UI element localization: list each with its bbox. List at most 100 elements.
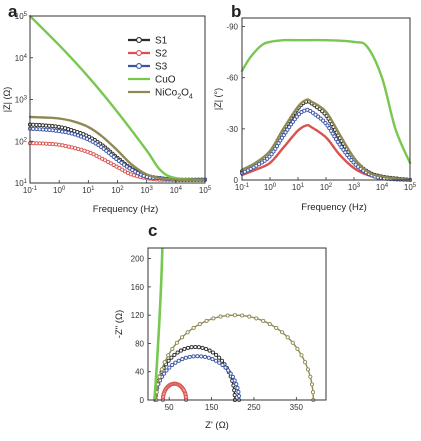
data-point-S3 [195, 354, 200, 359]
data-point-S3 [287, 125, 292, 130]
data-point-NiCo2O4 [303, 360, 308, 365]
data-point-S2 [53, 142, 59, 147]
data-point-S3 [325, 123, 330, 128]
y-tick-label: 120 [131, 311, 145, 320]
data-point-S3 [343, 150, 348, 155]
data-point-S1 [37, 123, 42, 128]
data-point-S3 [318, 116, 323, 121]
data-point-NiCo2O4 [310, 390, 316, 395]
data-point-S3 [101, 146, 106, 151]
data-point-S3 [199, 354, 204, 359]
data-point-NiCo2O4 [185, 330, 190, 335]
data-point-S3 [265, 156, 270, 161]
x-tick-label: 250 [247, 403, 261, 412]
x-tick-label: 50 [165, 403, 174, 412]
data-point-S1 [200, 345, 205, 350]
x-axis-label: Frequency (Hz) [301, 202, 366, 213]
data-point-S3 [164, 368, 169, 373]
data-point-S1 [196, 345, 201, 350]
y-tick-label: 104 [15, 54, 28, 63]
data-point-S3 [191, 354, 196, 359]
y-axis-label: |Z| (°) [213, 88, 223, 110]
legend-label-S3: S3 [155, 62, 168, 73]
data-point-S3 [167, 365, 172, 370]
data-point-S1 [217, 355, 222, 360]
data-point-S3 [288, 122, 294, 127]
data-point-S3 [316, 114, 321, 119]
data-point-S3 [262, 158, 267, 163]
data-point-S3 [60, 129, 65, 134]
data-point-S3 [187, 354, 192, 359]
data-point-S3 [66, 130, 71, 135]
data-point-NiCo2O4 [166, 353, 171, 358]
data-point-S3 [353, 162, 358, 167]
data-point-S1 [172, 352, 177, 357]
legend-item-S3: S3 [128, 62, 168, 73]
y-tick-label: -60 [226, 74, 238, 83]
data-point-S3 [323, 120, 328, 126]
series-line-S1 [28, 123, 207, 181]
data-point-NiCo2O4 [191, 325, 196, 330]
data-point-NiCo2O4 [204, 318, 209, 323]
data-point-NiCo2O4 [267, 322, 272, 327]
data-point-S2 [108, 161, 113, 166]
series-S1 [153, 344, 237, 403]
series-CuO [153, 247, 164, 401]
data-point-S3 [63, 130, 68, 135]
data-point-S2 [40, 141, 46, 146]
data-point-S2 [76, 146, 81, 152]
data-point-S2 [44, 141, 49, 146]
data-point-S3 [228, 371, 233, 376]
data-point-S3 [279, 135, 285, 140]
y-axis-label: -Z" (Ω) [114, 310, 125, 338]
data-point-NiCo2O4 [232, 313, 237, 318]
data-point-S3 [223, 365, 228, 370]
data-point-S1 [43, 123, 49, 128]
data-point-S3 [56, 129, 62, 134]
data-point-S3 [109, 152, 114, 157]
data-point-S3 [176, 358, 181, 363]
x-tick-label: 105 [404, 183, 417, 192]
phase-angle-chart: 10-1 100 101 102 103 104 105 0 -30 -60 -90 Frequenc… [213, 17, 417, 213]
y-tick-label: 102 [15, 137, 28, 146]
data-point-S3 [341, 147, 346, 152]
data-point-S1 [182, 346, 187, 352]
data-point-S3 [351, 160, 356, 165]
data-point-S2 [57, 142, 62, 147]
legend-label-S2: S2 [155, 49, 168, 60]
data-point-S3 [47, 127, 52, 133]
data-point-S3 [44, 127, 49, 132]
data-point-S3 [31, 126, 36, 131]
data-point-S3 [230, 374, 235, 379]
data-point-NiCo2O4 [174, 340, 179, 345]
series-CuO [28, 14, 207, 181]
y-tick-label: 101 [15, 179, 28, 188]
y-tick-label: 80 [135, 339, 144, 348]
data-point-S3 [356, 164, 361, 169]
data-point-S3 [116, 158, 121, 163]
data-point-S3 [290, 119, 295, 124]
data-point-S3 [213, 358, 219, 363]
legend-item-NiCo2O4: NiCo2O4 [128, 88, 193, 101]
data-point-S3 [106, 150, 111, 155]
data-point-S3 [347, 155, 352, 160]
data-point-S3 [281, 133, 286, 138]
data-point-NiCo2O4 [159, 367, 164, 372]
data-point-S3 [217, 360, 222, 365]
data-point-NiCo2O4 [285, 335, 290, 340]
data-point-NiCo2O4 [254, 316, 259, 321]
data-point-S1 [193, 344, 198, 350]
x-axis-label: Frequency (Hz) [93, 204, 158, 215]
data-point-S3 [257, 162, 262, 167]
x-tick-label: 100 [264, 183, 277, 192]
data-point-S3 [345, 152, 350, 158]
x-tick-label: 104 [376, 183, 389, 192]
series-line-S3 [240, 108, 412, 182]
data-point-S2 [50, 142, 55, 147]
data-point-S3 [296, 112, 301, 117]
legend-label-NiCo2O4: NiCo2O4 [155, 88, 193, 101]
data-point-S3 [236, 389, 241, 394]
data-point-NiCo2O4 [225, 313, 230, 318]
data-point-NiCo2O4 [197, 322, 202, 327]
data-point-NiCo2O4 [274, 325, 279, 330]
